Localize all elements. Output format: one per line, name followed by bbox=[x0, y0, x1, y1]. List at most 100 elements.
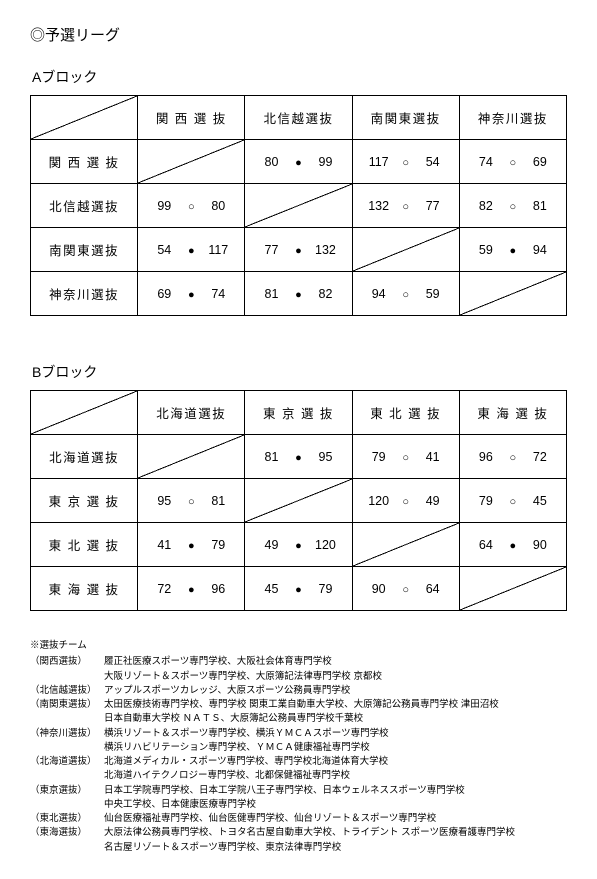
mark-loss-icon bbox=[292, 450, 304, 464]
result-cell: 72 96 bbox=[138, 567, 245, 611]
mark-win-icon bbox=[400, 450, 412, 464]
row-header: 北海道選抜 bbox=[31, 435, 138, 479]
col-header: 北信越選抜 bbox=[245, 96, 352, 140]
result-cell: 7945 bbox=[459, 479, 566, 523]
page-title: ◎予選リーグ bbox=[30, 24, 567, 45]
col-header: 神奈川選抜 bbox=[459, 96, 566, 140]
result-cell: 6490 bbox=[459, 523, 566, 567]
footnote-tag bbox=[30, 741, 104, 755]
score-right: 54 bbox=[422, 155, 444, 169]
footnote-row: （東京選抜）日本工学院専門学校、日本工学院八王子専門学校、日本ウェルネススポーツ… bbox=[30, 784, 567, 798]
result-cell: 4579 bbox=[245, 567, 352, 611]
results-table: 北海道選抜東 京 選 抜東 北 選 抜東 海 選 抜北海道選抜819579419… bbox=[30, 390, 567, 611]
result-cell bbox=[138, 140, 245, 184]
score-right: 77 bbox=[422, 199, 444, 213]
score-left: 117 bbox=[368, 155, 390, 169]
footnote-row: （東北選抜）仙台医療福祉専門学校、仙台医健専門学校、仙台リゾート＆スポーツ専門学… bbox=[30, 812, 567, 826]
footnotes-header: ※選抜チーム bbox=[30, 639, 567, 653]
footnote-row: 中央工学校、日本健康医療専門学校 bbox=[30, 798, 567, 812]
row-header: 南関東選抜 bbox=[31, 228, 138, 272]
mark-loss-icon bbox=[507, 243, 519, 257]
score-left: 132 bbox=[368, 199, 390, 213]
block-title: Aブロック bbox=[32, 67, 567, 87]
result-cell bbox=[138, 435, 245, 479]
footnote-text: 横浜リハビリテーション専門学校、ＹＭＣＡ健康福祉専門学校 bbox=[104, 741, 567, 755]
footnote-tag: （関西選抜） bbox=[30, 655, 104, 669]
score-right: 59 bbox=[422, 287, 444, 301]
score-left: 96 bbox=[475, 450, 497, 464]
score-left: 94 bbox=[368, 287, 390, 301]
footnote-row: 横浜リハビリテーション専門学校、ＹＭＣＡ健康福祉専門学校 bbox=[30, 741, 567, 755]
footnote-row: （関西選抜）履正社医療スポーツ専門学校、大阪社会体育専門学校 bbox=[30, 655, 567, 669]
col-header: 関 西 選 抜 bbox=[138, 96, 245, 140]
score-left: 72 bbox=[153, 582, 175, 596]
score-right: 132 bbox=[314, 243, 336, 257]
corner-cell bbox=[31, 391, 138, 435]
col-header: 東 京 選 抜 bbox=[245, 391, 352, 435]
score-right: 96 bbox=[207, 582, 229, 596]
score-right: 94 bbox=[529, 243, 551, 257]
result-cell bbox=[352, 228, 459, 272]
score-right: 69 bbox=[529, 155, 551, 169]
footnote-row: （南関東選抜）太田医療技術専門学校、専門学校 関東工業自動車大学校、大原簿記公務… bbox=[30, 698, 567, 712]
score-left: 79 bbox=[475, 494, 497, 508]
score-right: 79 bbox=[207, 538, 229, 552]
score-left: 77 bbox=[260, 243, 282, 257]
score-right: 99 bbox=[314, 155, 336, 169]
footnote-tag: （神奈川選抜） bbox=[30, 727, 104, 741]
col-header: 東 北 選 抜 bbox=[352, 391, 459, 435]
result-cell: 41 79 bbox=[138, 523, 245, 567]
result-cell bbox=[245, 479, 352, 523]
score-left: 99 bbox=[153, 199, 175, 213]
footnote-text: 履正社医療スポーツ専門学校、大阪社会体育専門学校 bbox=[104, 655, 567, 669]
score-left: 54 bbox=[153, 243, 175, 257]
score-right: 81 bbox=[529, 199, 551, 213]
footnote-text: 名古屋リゾート＆スポーツ専門学校、東京法律専門学校 bbox=[104, 841, 567, 855]
col-header: 東 海 選 抜 bbox=[459, 391, 566, 435]
score-right: 82 bbox=[314, 287, 336, 301]
footnote-tag: （南関東選抜） bbox=[30, 698, 104, 712]
footnote-tag bbox=[30, 841, 104, 855]
mark-loss-icon bbox=[292, 582, 304, 596]
result-cell: 9980 bbox=[138, 184, 245, 228]
mark-win-icon bbox=[400, 287, 412, 301]
result-cell bbox=[459, 272, 566, 316]
footnote-text: 太田医療技術専門学校、専門学校 関東工業自動車大学校、大原簿記公務員専門学校 津… bbox=[104, 698, 567, 712]
results-table: 関 西 選 抜北信越選抜南関東選抜神奈川選抜関 西 選 抜80991175474… bbox=[30, 95, 567, 316]
result-cell: 8182 bbox=[245, 272, 352, 316]
footnote-row: （東海選抜）大原法律公務員専門学校、トヨタ名古屋自動車大学校、トライデント スポ… bbox=[30, 826, 567, 840]
footnote-row: （北海道選抜）北海道メディカル・スポーツ専門学校、専門学校北海道体育大学校 bbox=[30, 755, 567, 769]
mark-win-icon bbox=[400, 199, 412, 213]
score-left: 59 bbox=[475, 243, 497, 257]
mark-win-icon bbox=[507, 450, 519, 464]
footnote-text: 横浜リゾート＆スポーツ専門学校、横浜ＹＭＣＡスポーツ専門学校 bbox=[104, 727, 567, 741]
footnote-tag: （東京選抜） bbox=[30, 784, 104, 798]
row-header: 東 海 選 抜 bbox=[31, 567, 138, 611]
mark-win-icon bbox=[507, 155, 519, 169]
mark-win-icon bbox=[400, 582, 412, 596]
score-right: 64 bbox=[422, 582, 444, 596]
result-cell: 94 59 bbox=[352, 272, 459, 316]
row-header: 関 西 選 抜 bbox=[31, 140, 138, 184]
block-title: Bブロック bbox=[32, 362, 567, 382]
score-left: 41 bbox=[153, 538, 175, 552]
result-cell bbox=[352, 523, 459, 567]
result-cell: 8195 bbox=[245, 435, 352, 479]
row-header: 北信越選抜 bbox=[31, 184, 138, 228]
footnote-text: 北海道メディカル・スポーツ専門学校、専門学校北海道体育大学校 bbox=[104, 755, 567, 769]
footnote-row: 北海道ハイテクノロジー専門学校、北都保健福祉専門学校 bbox=[30, 769, 567, 783]
result-cell: 7941 bbox=[352, 435, 459, 479]
footnote-row: 名古屋リゾート＆スポーツ専門学校、東京法律専門学校 bbox=[30, 841, 567, 855]
result-cell bbox=[245, 184, 352, 228]
score-right: 74 bbox=[207, 287, 229, 301]
row-header: 神奈川選抜 bbox=[31, 272, 138, 316]
mark-win-icon bbox=[185, 494, 197, 508]
result-cell: 49120 bbox=[245, 523, 352, 567]
row-header: 東 北 選 抜 bbox=[31, 523, 138, 567]
footnote-tag bbox=[30, 670, 104, 684]
row-header: 東 京 選 抜 bbox=[31, 479, 138, 523]
result-cell: 59 94 bbox=[459, 228, 566, 272]
score-right: 90 bbox=[529, 538, 551, 552]
score-right: 117 bbox=[207, 243, 229, 257]
footnote-tag bbox=[30, 769, 104, 783]
